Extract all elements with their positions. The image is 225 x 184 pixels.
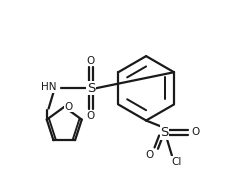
Text: HN: HN	[41, 82, 57, 92]
Text: O: O	[64, 102, 73, 112]
Text: O: O	[145, 151, 153, 160]
Text: O: O	[86, 56, 95, 66]
Text: O: O	[191, 128, 199, 137]
Text: O: O	[86, 111, 95, 121]
Text: S: S	[86, 82, 95, 95]
Text: Cl: Cl	[171, 157, 181, 167]
Text: S: S	[160, 126, 168, 139]
